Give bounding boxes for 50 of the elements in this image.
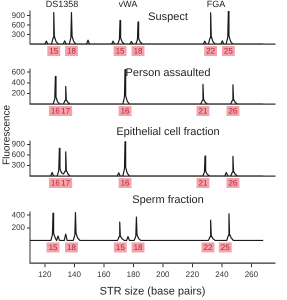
annotation: 17 (61, 106, 71, 116)
x-tick-label: 120 (38, 270, 52, 280)
x-axis-title: STR size (base pairs) (100, 285, 206, 298)
y-tick-label: 200 (12, 88, 26, 98)
annotation: 15 (116, 243, 126, 252)
chart-title: Epithelial cell fraction (116, 126, 220, 138)
y-tick-label: 600 (12, 150, 26, 160)
y-tick-label: 600 (12, 67, 26, 76)
x-tick-label: 240 (215, 270, 230, 280)
x-tick-label: 220 (186, 270, 200, 280)
y-axis-title: Fluorescence (2, 104, 12, 166)
x-tick-label: 140 (68, 270, 82, 280)
annotation: 25 (220, 243, 230, 252)
annotation: 16 (50, 178, 60, 188)
annotation: 15 (116, 46, 126, 56)
annotation: 15 (48, 243, 58, 252)
annotation: 18 (67, 46, 76, 56)
annotation: 15 (49, 46, 59, 56)
annotation: 26 (228, 106, 238, 116)
y-tick-label: 400 (12, 210, 26, 220)
x-tick-label: 260 (244, 270, 259, 280)
annotation: 21 (198, 178, 208, 188)
text: FGA (206, 0, 226, 9)
annotation: 25 (224, 46, 234, 56)
y-tick-label: 900 (12, 10, 26, 20)
annotation: 16 (50, 106, 60, 116)
y-tick-label: 400 (12, 78, 26, 87)
chart-title: Suspect (148, 11, 188, 24)
y-tick-label: 600 (12, 20, 26, 30)
chart-title: Person assaulted (126, 67, 210, 80)
annotation: 18 (134, 46, 144, 56)
y-tick-label: 300 (12, 160, 26, 170)
x-tick-label: 180 (126, 270, 141, 280)
annotation: 22 (206, 46, 216, 56)
annotation: 17 (61, 178, 71, 188)
annotation: 16 (120, 178, 130, 188)
annotation: 26 (228, 178, 238, 188)
annotation: 22 (204, 243, 213, 252)
y-tick-label: 300 (12, 30, 26, 39)
x-tick-label: 160 (97, 270, 112, 280)
annotation: 16 (120, 106, 130, 116)
y-tick-label: 900 (12, 140, 26, 149)
annotation: 21 (198, 106, 208, 116)
text: DS1358 (46, 0, 78, 9)
annotation: 18 (134, 243, 144, 252)
x-tick-label: 200 (156, 270, 170, 280)
annotation: 18 (67, 243, 76, 252)
y-tick-label: 200 (12, 223, 26, 232)
text: vWA (118, 0, 138, 9)
chart-title: Sperm fraction (132, 194, 204, 206)
